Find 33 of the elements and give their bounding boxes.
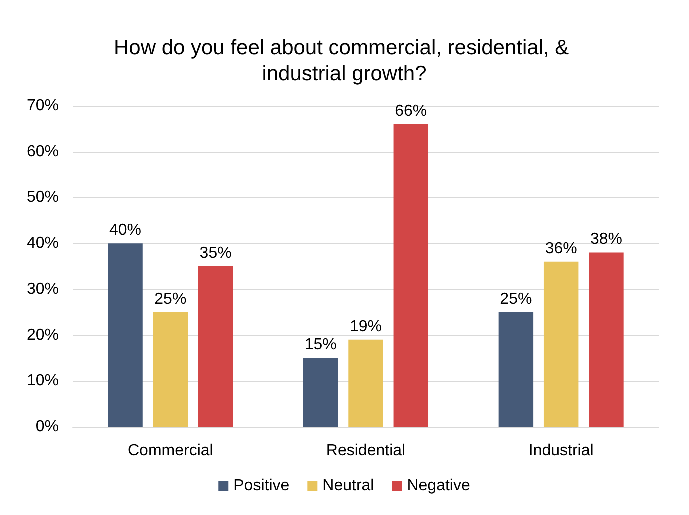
- legend-label: Positive: [234, 478, 290, 494]
- data-label: 38%: [590, 231, 622, 248]
- data-label: 15%: [304, 336, 337, 354]
- x-tick-label: Residential: [326, 442, 406, 460]
- data-label: 40%: [110, 222, 142, 240]
- bar: [544, 262, 579, 427]
- legend-label: Neutral: [322, 478, 374, 494]
- bar: [198, 266, 234, 427]
- y-tick-label: 0%: [36, 418, 59, 436]
- bar: [153, 312, 188, 427]
- y-tick-label: 30%: [26, 280, 59, 298]
- bar: [498, 312, 534, 427]
- y-tick-label: 40%: [26, 235, 59, 252]
- x-tick-label: Commercial: [128, 442, 214, 460]
- y-tick-label: 50%: [26, 189, 59, 206]
- data-label: 19%: [350, 318, 382, 336]
- legend-label: Negative: [407, 478, 470, 494]
- bar: [108, 244, 143, 427]
- y-tick-label: 20%: [26, 326, 59, 344]
- data-label: 66%: [395, 102, 428, 120]
- data-label: 25%: [500, 290, 532, 308]
- y-tick-label: 10%: [26, 372, 59, 390]
- bar: [348, 340, 384, 427]
- bar: [303, 358, 338, 427]
- data-label: 35%: [200, 245, 232, 262]
- data-label: 36%: [545, 240, 578, 258]
- y-tick-label: 70%: [26, 98, 59, 114]
- x-tick-label: Industrial: [528, 442, 594, 460]
- bar: [589, 252, 624, 427]
- data-label: 25%: [154, 290, 187, 308]
- bar: [394, 124, 429, 427]
- y-tick-label: 60%: [26, 143, 59, 160]
- chart-title: How do you feel about commercial, residential, & industrial growth?: [114, 36, 576, 86]
